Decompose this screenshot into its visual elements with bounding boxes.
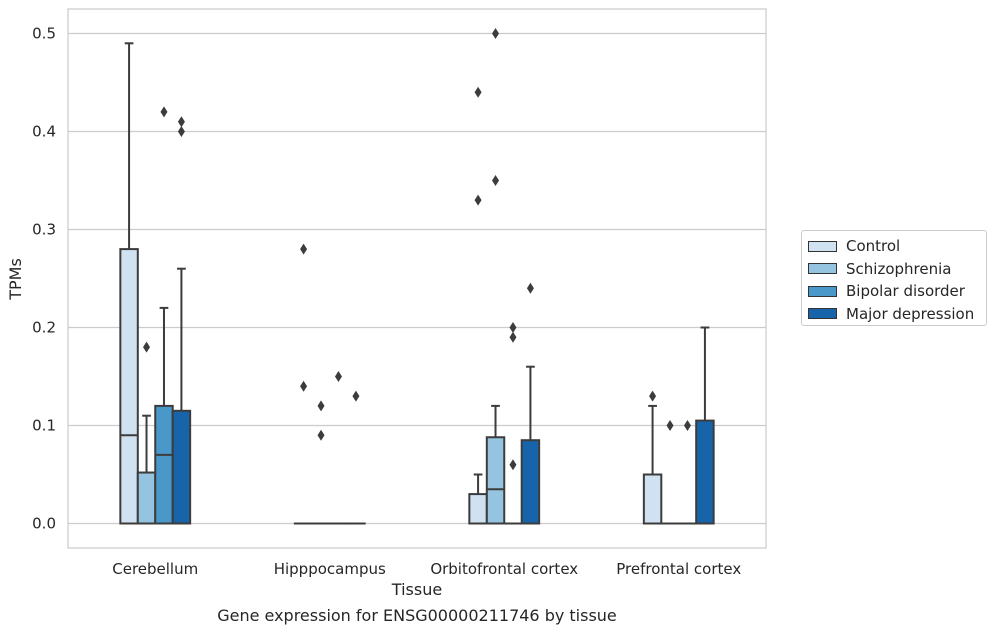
y-tick-label: 0.1 — [32, 417, 56, 435]
box-body — [468, 493, 488, 525]
box-2-0 — [468, 86, 488, 525]
legend-item-schizophrenia: Schizophrenia — [808, 258, 986, 281]
y-tick-label: 0.2 — [32, 319, 56, 337]
outlier-point — [492, 175, 500, 186]
legend-label-schizophrenia: Schizophrenia — [846, 259, 952, 278]
plot-frame — [67, 8, 767, 549]
box-3-1 — [660, 420, 680, 525]
box-body — [695, 419, 715, 525]
outlier-point — [666, 420, 674, 431]
legend-swatch-schizophrenia — [808, 263, 837, 275]
y-tick-label: 0.4 — [32, 123, 56, 141]
outlier-point — [474, 86, 482, 98]
legend-swatch-control — [808, 240, 837, 252]
box-0-3 — [171, 116, 192, 525]
box-0-1 — [136, 341, 157, 525]
outlier-point — [649, 390, 657, 402]
outlier-point — [509, 322, 517, 333]
x-tick-label: Orbitofrontal cortex — [430, 560, 578, 578]
box-3-0 — [642, 390, 663, 525]
outlier-point — [334, 371, 342, 382]
outlier-point — [352, 390, 360, 402]
x-tick-label: Prefrontal cortex — [616, 560, 741, 578]
outlier-point — [143, 341, 151, 353]
outlier-point — [683, 420, 691, 431]
legend-item-major-depression: Major depression — [808, 303, 986, 326]
box-2-2 — [503, 322, 523, 525]
box-1-2 — [328, 371, 349, 525]
outlier-point — [509, 331, 517, 343]
box-0-2 — [154, 106, 174, 525]
outlier-point — [160, 106, 168, 118]
box-body — [642, 473, 663, 525]
legend-swatch-bipolar-disorder — [808, 285, 837, 297]
legend-item-bipolar-disorder: Bipolar disorder — [808, 280, 986, 303]
box-2-3 — [520, 282, 541, 525]
box-3-2 — [677, 420, 698, 525]
outlier-point — [317, 429, 325, 441]
x-tick-labels: Cerebellum Hipppocampus Orbitofrontal cort… — [112, 560, 741, 578]
outlier-point — [177, 126, 185, 137]
box-3-3 — [695, 326, 715, 525]
y-tick-labels: 0.0 0.1 0.2 0.3 0.4 0.5 — [32, 25, 56, 533]
outlier-point — [177, 116, 185, 128]
box-2-1 — [485, 28, 506, 525]
outlier-point — [526, 282, 534, 294]
outlier-point — [300, 380, 308, 392]
box-body — [171, 409, 192, 525]
x-tick-label: Hipppocampus — [274, 560, 386, 578]
legend: Control Schizophrenia Bipolar disorder M… — [801, 230, 987, 326]
outlier-point — [300, 243, 308, 255]
outlier-point — [492, 28, 500, 39]
chart-caption: Gene expression for ENSG00000211746 by t… — [217, 606, 617, 625]
outlier-point — [474, 194, 482, 206]
legend-swatch-major-depression — [808, 308, 837, 320]
legend-label-control: Control — [846, 237, 901, 256]
x-tick-label: Cerebellum — [112, 560, 198, 578]
outlier-point — [509, 459, 517, 471]
box-body — [136, 471, 157, 525]
box-1-1 — [311, 400, 331, 525]
box-plot-marks — [119, 28, 715, 525]
x-axis-title: Tissue — [391, 580, 442, 599]
box-body — [520, 439, 541, 525]
y-axis-title: TPMs — [6, 258, 25, 301]
outlier-point — [317, 400, 325, 412]
legend-label-bipolar-disorder: Bipolar disorder — [846, 282, 965, 301]
y-tick-label: 0.0 — [32, 515, 56, 533]
legend-label-major-depression: Major depression — [846, 304, 975, 323]
box-body — [119, 248, 139, 525]
y-tick-label: 0.3 — [32, 221, 56, 239]
box-1-3 — [346, 390, 366, 525]
y-tick-label: 0.5 — [32, 25, 56, 43]
box-body — [154, 404, 174, 525]
box-0-0 — [119, 42, 139, 525]
box-body — [485, 436, 506, 525]
box-1-0 — [293, 243, 314, 525]
legend-item-control: Control — [808, 235, 986, 258]
